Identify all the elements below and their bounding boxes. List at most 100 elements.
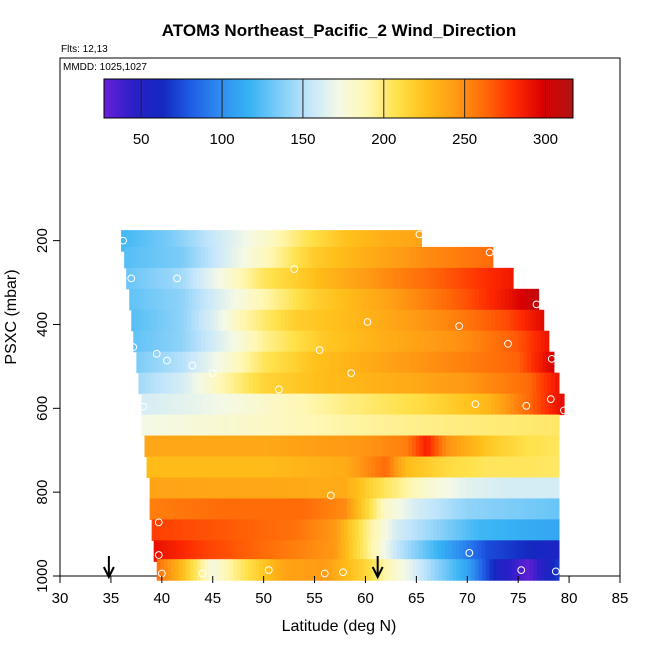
heatmap-cell [310,351,316,374]
sample-point [415,230,424,239]
heatmap-cell [149,498,154,520]
heatmap-cell [452,393,458,416]
heatmap-cell [356,540,361,562]
heatmap-cell [333,309,339,332]
heatmap-cell [214,519,219,541]
heatmap-cell [472,309,477,332]
heatmap-cell [526,330,531,353]
heatmap-cell [137,230,141,252]
heatmap-cell [185,288,190,311]
heatmap-cell [155,435,161,458]
heatmap-cell [337,393,342,416]
heatmap-cell [255,456,260,479]
heatmap-cell [532,435,537,458]
heatmap-cell [200,267,205,290]
heatmap-cell [528,435,534,458]
heatmap-cell [555,435,560,458]
heatmap-cell [281,246,286,269]
heatmap-cell [254,330,259,353]
heatmap-cell [293,230,297,252]
heatmap-cell [285,414,291,437]
heatmap-cell [467,267,472,290]
heatmap-cell [205,230,210,252]
heatmap-cell [398,559,403,581]
heatmap-cell [214,372,220,395]
heatmap-cell [476,456,481,479]
heatmap-cell [164,393,169,416]
heatmap-cell [129,288,134,311]
heatmap-cell [308,246,313,269]
heatmap-cell [479,393,484,416]
heatmap-cell [131,309,136,332]
heatmap-cell [251,414,256,437]
heatmap-cell [397,309,402,332]
heatmap-cell [212,435,217,458]
heatmap-cell [137,330,142,353]
heatmap-cell [547,477,553,499]
heatmap-cell [328,498,333,520]
heatmap-cell [551,414,556,437]
heatmap-cell [177,519,182,541]
heatmap-cell [266,267,271,290]
heatmap-cell [240,456,245,479]
heatmap-cell [298,267,303,290]
heatmap-cell [160,393,166,416]
heatmap-cell [354,477,359,499]
heatmap-cell [469,330,474,353]
heatmap-cell [532,519,538,541]
heatmap-cell [382,288,387,311]
heatmap-cell [361,414,366,437]
heatmap-cell [344,309,350,332]
heatmap-cell [480,477,486,499]
heatmap-cell [376,477,381,499]
heatmap-cell [319,540,324,562]
heatmap-cell [350,559,355,581]
heatmap-cell [379,372,384,395]
heatmap-cell [482,372,487,395]
heatmap-cell [514,393,519,416]
heatmap-cell [164,414,169,437]
heatmap-cell [222,559,227,581]
heatmap-cell [168,309,174,332]
heatmap-cell [345,540,350,562]
heatmap-cell [341,246,346,269]
heatmap-cell [157,456,163,479]
heatmap-cell [528,309,533,332]
heatmap-cell [536,435,541,458]
heatmap-cell [540,435,545,458]
heatmap-cell [483,414,488,437]
dates-note: MMDD: 1025,1027 [63,62,147,73]
heatmap-cell [472,246,477,269]
heatmap-cell [272,477,277,499]
heatmap-cell [281,456,286,479]
heatmap-cell [519,351,525,374]
heatmap-cell [306,393,312,416]
heatmap-cell [465,456,470,479]
heatmap-cell [361,230,365,252]
flight-arrow [102,556,115,580]
heatmap-cell [344,519,349,541]
heatmap-cell [430,559,436,581]
heatmap-cell [462,477,467,499]
heatmap-cell [230,372,235,395]
heatmap-cell [395,246,400,269]
heatmap-cell [196,559,202,581]
heatmap-cell [202,456,208,479]
heatmap-cell [513,435,519,458]
heatmap-cell [252,288,257,311]
heatmap-cell [210,519,216,541]
heatmap-cell [352,456,358,479]
heatmap-cell [308,414,313,437]
heatmap-cell [307,456,313,479]
heatmap-cell [350,230,354,252]
heatmap-cell [314,330,319,353]
heatmap-cell [330,540,335,562]
heatmap-cell [181,230,185,252]
heatmap-cell [179,540,184,562]
heatmap-cell [273,309,279,332]
heatmap-cell [262,519,268,541]
heatmap-cell [185,559,191,581]
heatmap-cell [213,309,219,332]
heatmap-cell [200,230,204,252]
heatmap-cell [234,435,240,458]
